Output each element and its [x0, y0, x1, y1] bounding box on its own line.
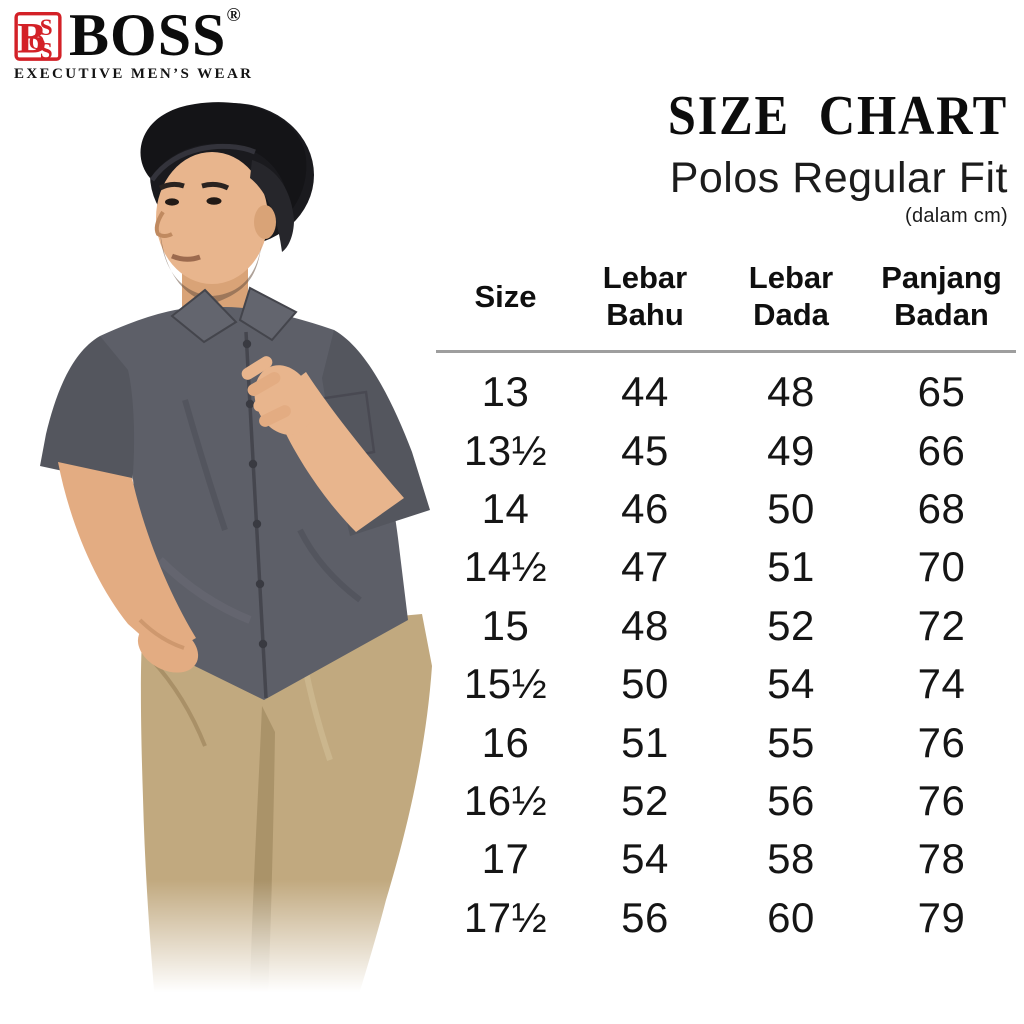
cell-size: 17½: [463, 893, 548, 941]
cell-panjang-badan: 76: [917, 776, 966, 824]
model-left-hand: [137, 623, 199, 673]
size-table-body: 13 44 48 65 13½ 45 49 66 14 46 50 68 14½…: [436, 363, 1016, 947]
cell-lebar-bahu: 47: [621, 543, 669, 591]
cell-lebar-bahu: 54: [621, 835, 669, 883]
table-row: 15½ 50 54 74: [436, 655, 1016, 713]
brand-logo: B S O S BOSS® EXECUTIVE MEN’S WEAR: [14, 5, 254, 83]
cell-lebar-bahu: 45: [621, 426, 669, 474]
cell-lebar-dada: 54: [767, 660, 815, 708]
cell-panjang-badan: 68: [917, 484, 966, 532]
cell-size: 14: [481, 484, 530, 532]
model-eye: [206, 197, 222, 205]
page-title: SIZE CHART: [667, 85, 1008, 147]
cell-panjang-badan: 65: [917, 368, 966, 416]
table-row: 16 51 55 76: [436, 713, 1016, 771]
table-row: 14 46 50 68: [436, 480, 1016, 538]
monogram-letter-b: B: [17, 15, 46, 62]
cell-lebar-dada: 51: [767, 543, 815, 591]
cell-size: 13: [481, 368, 530, 416]
model-ear: [254, 205, 276, 239]
header-divider: [436, 350, 1016, 353]
cell-lebar-dada: 55: [767, 718, 815, 766]
cell-lebar-bahu: 51: [621, 718, 669, 766]
size-table-header: Size Lebar Bahu Lebar Dada Panjang Badan: [436, 246, 1016, 348]
table-row: 13½ 45 49 66: [436, 421, 1016, 479]
cell-lebar-bahu: 48: [621, 601, 669, 649]
unit-note: (dalam cm): [904, 205, 1008, 228]
cell-size: 15½: [463, 660, 548, 708]
table-row: 14½ 47 51 70: [436, 538, 1016, 596]
monogram-letter-s2: S: [40, 38, 53, 62]
column-header-panjang-badan: Panjang Badan: [881, 260, 1002, 332]
cell-panjang-badan: 76: [917, 718, 966, 766]
cell-lebar-bahu: 46: [621, 484, 669, 532]
model-photo: [40, 102, 432, 1024]
cell-panjang-badan: 70: [917, 543, 966, 591]
brand-tagline: EXECUTIVE MEN’S WEAR: [14, 65, 254, 82]
shirt-button: [242, 339, 252, 349]
shirt-button: [245, 399, 255, 409]
cell-size: 13½: [463, 426, 548, 474]
monogram-letter-o: O: [29, 32, 45, 54]
fit-subtitle: Polos Regular Fit: [669, 154, 1008, 202]
cell-lebar-dada: 56: [767, 776, 815, 824]
cell-lebar-dada: 60: [767, 893, 815, 941]
brand-wordmark: BOSS®: [69, 5, 241, 65]
cell-lebar-dada: 52: [767, 601, 815, 649]
cell-panjang-badan: 72: [917, 601, 966, 649]
table-row: 13 44 48 65: [436, 363, 1016, 421]
shirt-button: [252, 519, 262, 529]
shirt-button: [248, 459, 258, 469]
shirt-button: [258, 639, 268, 649]
cell-lebar-dada: 48: [767, 368, 815, 416]
boss-monogram-icon: B S O S: [14, 11, 62, 62]
cell-panjang-badan: 79: [917, 893, 966, 941]
table-row: 17½ 56 60 79: [436, 889, 1016, 947]
table-row: 17 54 58 78: [436, 830, 1016, 888]
cell-lebar-bahu: 44: [621, 368, 669, 416]
cell-panjang-badan: 74: [917, 660, 966, 708]
shirt-button: [255, 579, 265, 589]
model-left-arm: [58, 462, 196, 656]
model-eye: [165, 198, 179, 206]
cell-lebar-bahu: 52: [621, 776, 669, 824]
cell-size: 16: [481, 718, 530, 766]
cell-lebar-dada: 58: [767, 835, 815, 883]
cell-size: 17: [481, 835, 530, 883]
shirt-left-sleeve: [40, 336, 135, 486]
brand-name: BOSS: [69, 2, 227, 68]
shirt-collar: [170, 288, 238, 344]
size-table: Size Lebar Bahu Lebar Dada Panjang Badan…: [436, 246, 1016, 947]
column-header-size: Size: [474, 278, 537, 314]
table-row: 16½ 52 56 76: [436, 772, 1016, 830]
model-fingers: [241, 356, 273, 380]
table-row: 15 48 52 72: [436, 597, 1016, 655]
cell-panjang-badan: 66: [917, 426, 966, 474]
monogram-letter-s1: S: [40, 15, 53, 41]
cell-lebar-dada: 49: [767, 426, 815, 474]
column-header-lebar-bahu: Lebar Bahu: [602, 260, 688, 332]
cell-panjang-badan: 78: [917, 835, 966, 883]
cell-lebar-bahu: 50: [621, 660, 669, 708]
cell-size: 16½: [463, 776, 548, 824]
cell-lebar-bahu: 56: [621, 893, 669, 941]
registered-trademark: ®: [226, 5, 241, 26]
cell-lebar-dada: 50: [767, 484, 815, 532]
photo-bottom-fade: [0, 880, 470, 1024]
column-header-lebar-dada: Lebar Dada: [748, 260, 834, 332]
cell-size: 14½: [463, 543, 548, 591]
cell-size: 15: [481, 601, 530, 649]
